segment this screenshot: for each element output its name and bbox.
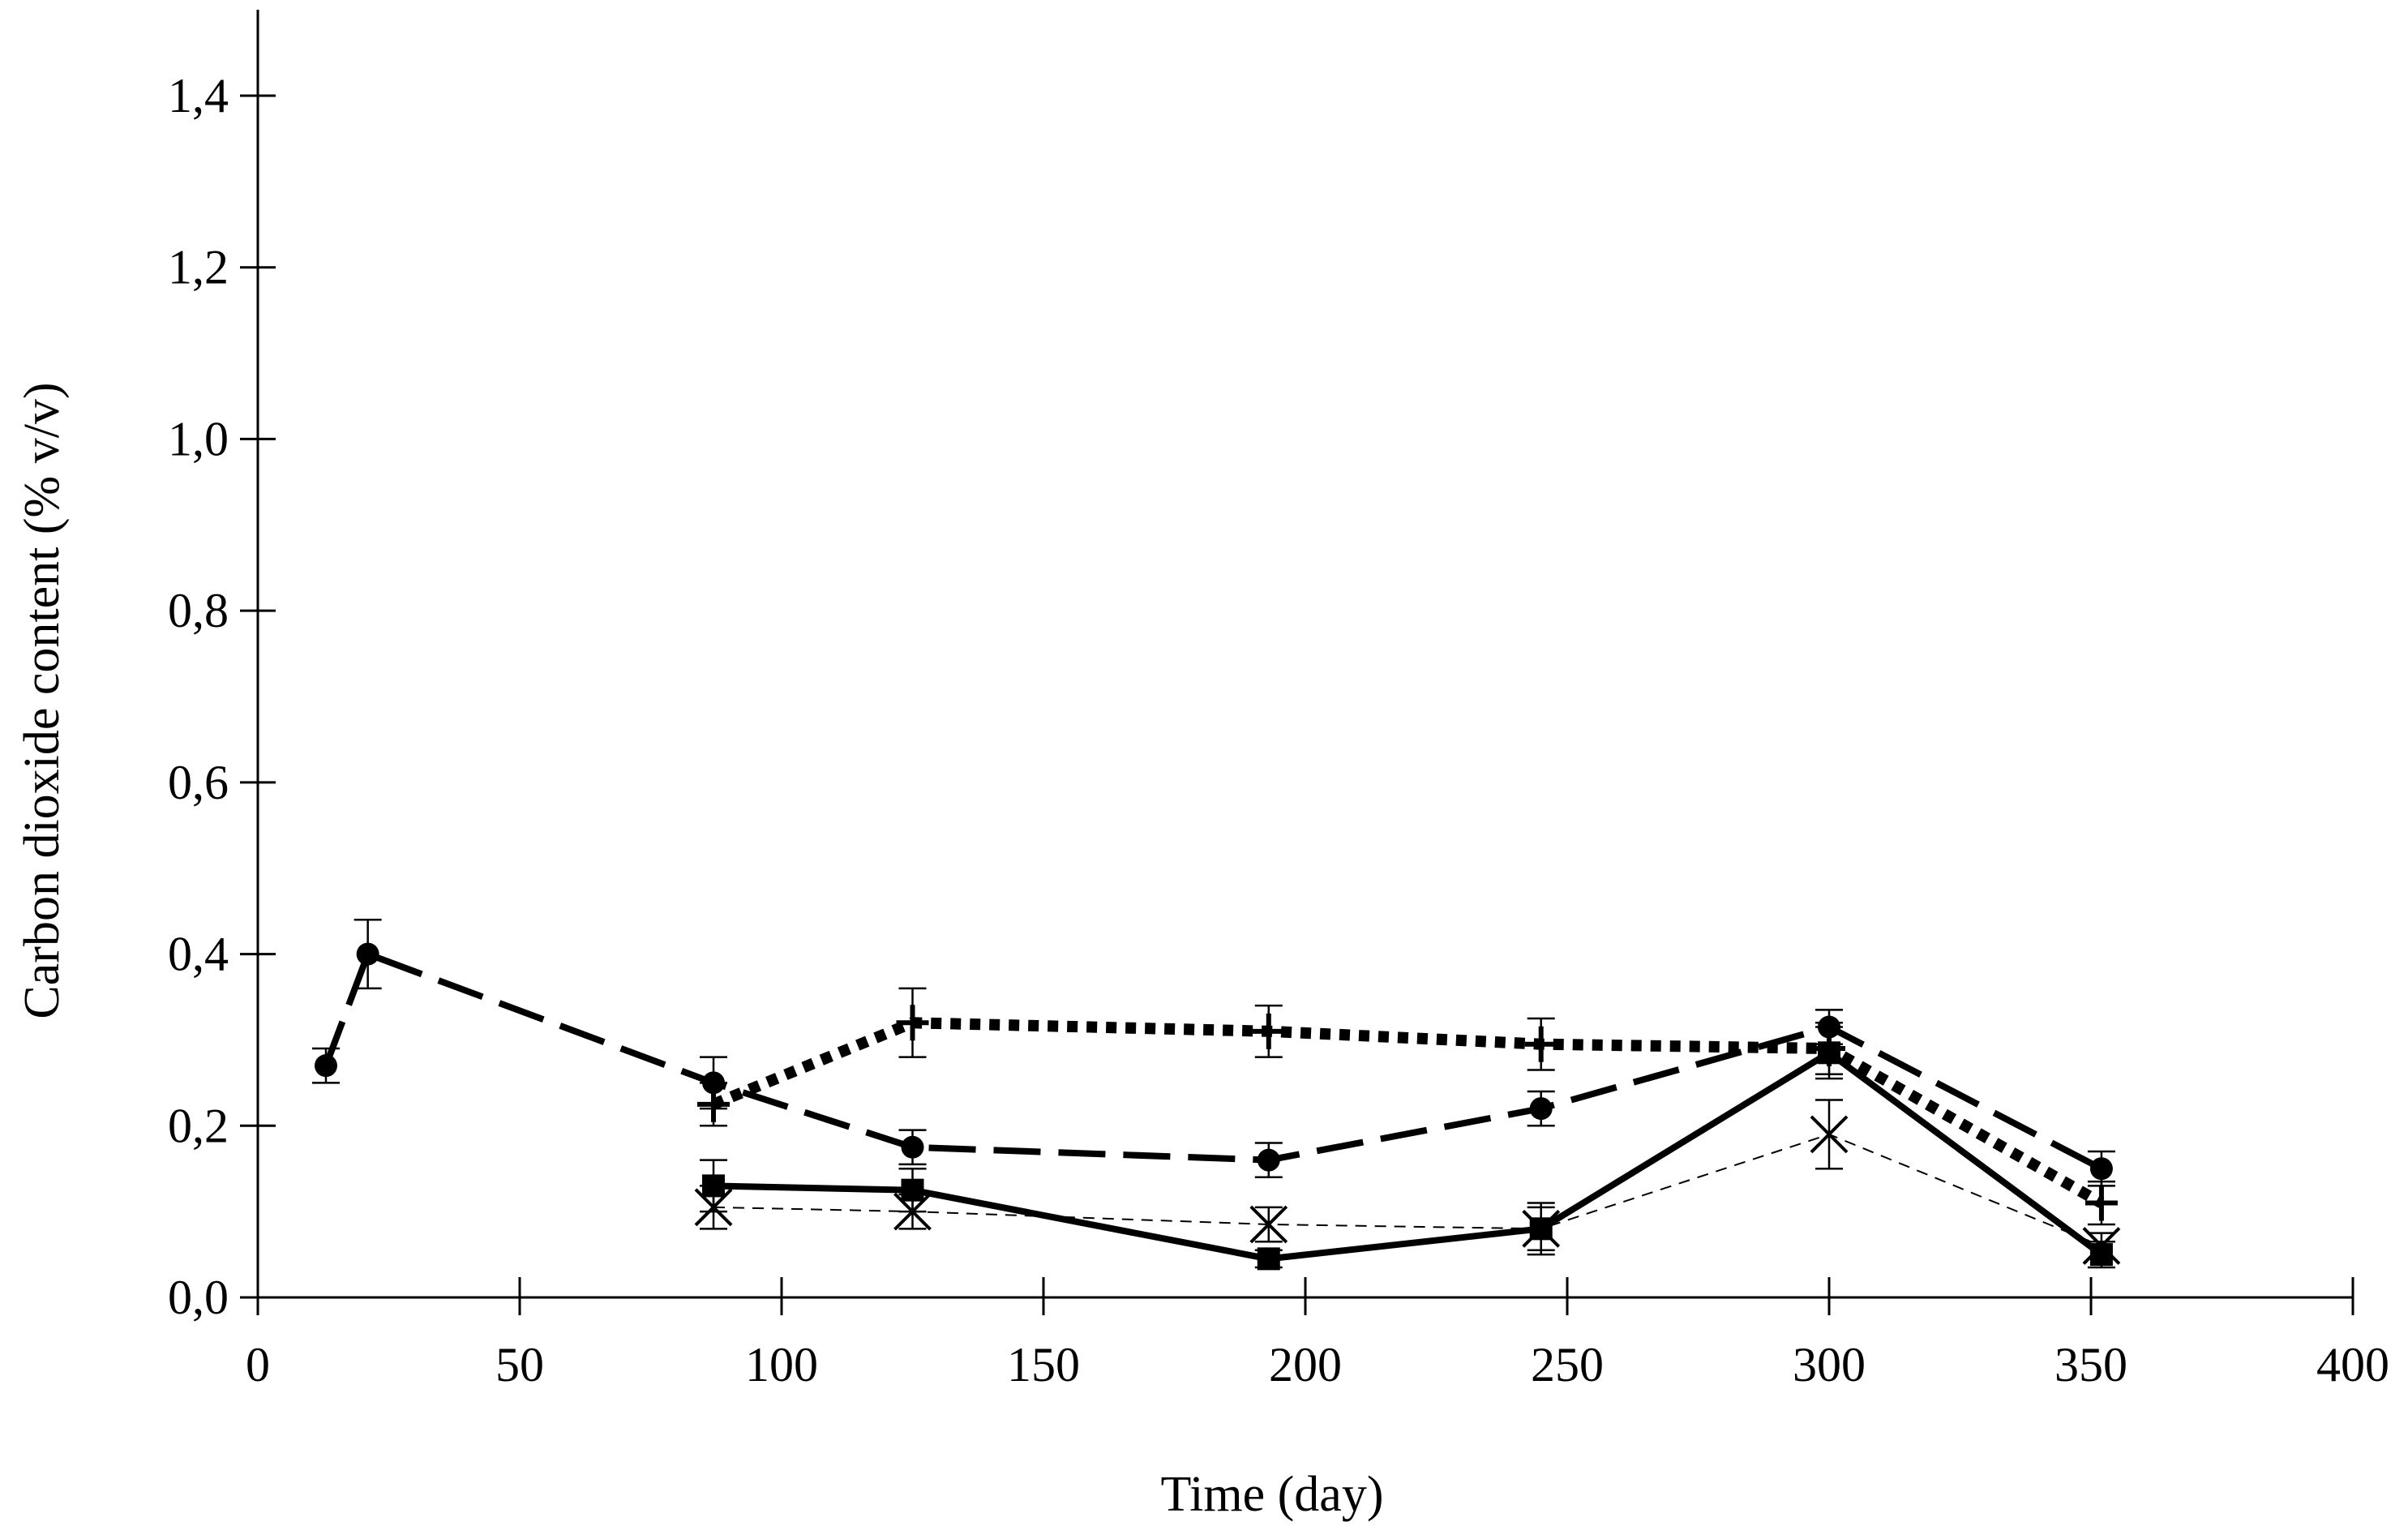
data-point-circle-dashed xyxy=(1529,1097,1553,1121)
data-point-asterisk-thin-dashed xyxy=(893,1192,932,1231)
data-point-circle-dashed xyxy=(356,942,379,966)
x-tick-label: 150 xyxy=(1007,1338,1080,1391)
data-point-asterisk-thin-dashed xyxy=(2082,1227,2121,1265)
asterisk-stroke xyxy=(1249,1205,1288,1244)
data-point-plus-dotted xyxy=(896,1005,929,1041)
asterisk-stroke xyxy=(1810,1115,1849,1154)
data-point-asterisk-thin-dashed xyxy=(1810,1115,1849,1154)
y-tick-label: 0,4 xyxy=(168,928,229,981)
y-tick-label: 0,0 xyxy=(168,1271,229,1324)
series-line-square-solid xyxy=(713,1049,2104,1263)
data-point-plus-dotted xyxy=(1524,1026,1557,1062)
x-tick-label: 50 xyxy=(495,1338,544,1391)
data-point-asterisk-thin-dashed xyxy=(694,1188,733,1227)
asterisk-stroke xyxy=(694,1188,733,1227)
x-tick-label: 400 xyxy=(2316,1338,2389,1391)
plot-area: 0,0 0,2 0,4 0,6 0,8 1,0 1,2 1,4 0 50 100 150 200 250 3… xyxy=(168,10,2389,1391)
series-line-circle-dashed xyxy=(323,950,2103,1172)
data-point-circle-dashed xyxy=(901,1135,924,1159)
asterisk-stroke xyxy=(2082,1227,2121,1265)
data-point-asterisk-thin-dashed xyxy=(1522,1209,1561,1248)
x-axis-title: Time (day) xyxy=(1161,1467,1384,1522)
y-tick-label: 0,6 xyxy=(168,756,229,809)
data-point-plus-dotted xyxy=(2085,1185,2118,1221)
x-tick-label: 300 xyxy=(1793,1338,1866,1391)
y-tick-label: 0,8 xyxy=(168,584,229,637)
data-point-asterisk-thin-dashed xyxy=(1249,1205,1288,1244)
asterisk-stroke xyxy=(893,1192,932,1231)
asterisk-stroke xyxy=(1522,1209,1561,1248)
data-point-plus-dotted xyxy=(1252,1013,1285,1049)
x-tick-label: 250 xyxy=(1531,1338,1604,1391)
x-tick-label: 350 xyxy=(2055,1338,2127,1391)
data-point-circle-dashed xyxy=(2089,1157,2113,1181)
y-tick-label: 1,4 xyxy=(168,69,229,122)
data-point-plus-dotted xyxy=(697,1086,731,1122)
data-point-square-solid xyxy=(1257,1247,1280,1271)
data-point-circle-dashed xyxy=(314,1054,337,1078)
x-tick-label: 200 xyxy=(1269,1338,1342,1391)
data-point-square-solid xyxy=(1818,1041,1840,1065)
series-line-asterisk-thin-dashed xyxy=(713,1133,2102,1247)
y-axis-title: Carbon dioxide content (% v/v) xyxy=(15,382,70,1018)
y-tick-label: 1,0 xyxy=(168,412,229,465)
x-tick-label: 100 xyxy=(745,1338,818,1391)
y-tick-label: 1,2 xyxy=(168,241,229,294)
x-tick-label: 0 xyxy=(246,1338,270,1391)
y-tick-label: 0,2 xyxy=(168,1099,229,1152)
data-point-circle-dashed xyxy=(1257,1148,1280,1172)
series-line-plus-dotted xyxy=(711,1017,2105,1208)
